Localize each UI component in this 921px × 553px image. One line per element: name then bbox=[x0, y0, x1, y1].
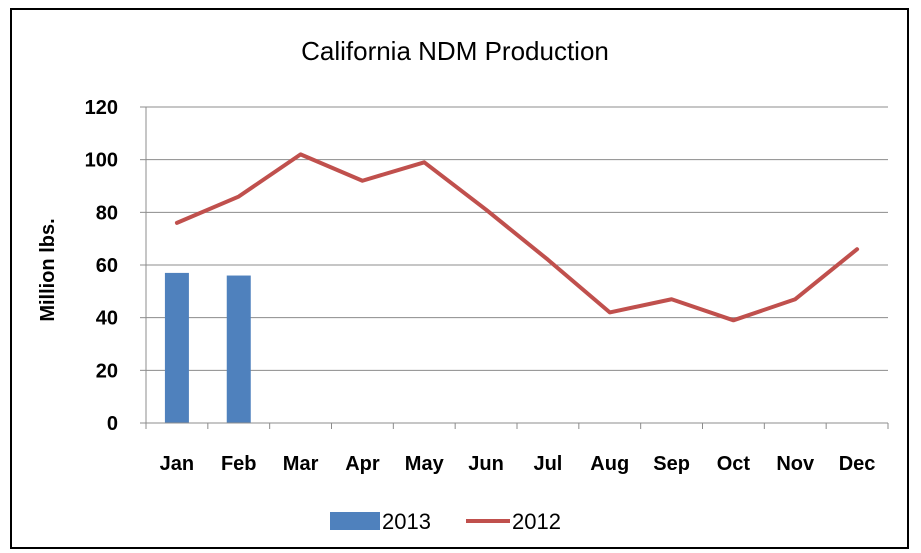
y-axis-label: Million lbs. bbox=[37, 218, 59, 321]
x-tick-label: May bbox=[405, 453, 445, 475]
legend-swatch-2013 bbox=[330, 512, 380, 530]
x-tick-label: Apr bbox=[345, 453, 380, 475]
y-tick-label: 60 bbox=[96, 255, 118, 277]
x-tick-label: Nov bbox=[776, 453, 815, 475]
y-tick-label: 100 bbox=[85, 150, 118, 172]
line-series bbox=[174, 152, 860, 323]
x-tick-label: Jul bbox=[533, 453, 562, 475]
chart-title: California NDM Production bbox=[301, 36, 609, 66]
axes bbox=[140, 106, 889, 429]
x-tick-label: Jan bbox=[160, 453, 194, 475]
bar-2013 bbox=[164, 272, 189, 423]
gridlines bbox=[146, 106, 888, 371]
y-tick-label: 120 bbox=[85, 97, 118, 119]
x-tick-label: Mar bbox=[283, 453, 319, 475]
chart-frame bbox=[10, 8, 909, 549]
y-tick-label: 40 bbox=[96, 308, 118, 330]
legend: 2013 2012 bbox=[330, 509, 561, 534]
y-tick-label: 20 bbox=[96, 360, 118, 382]
x-tick-label: Jun bbox=[468, 453, 504, 475]
y-tick-label: 80 bbox=[96, 202, 118, 224]
line-2012 bbox=[174, 152, 860, 323]
legend-label-2013: 2013 bbox=[382, 509, 431, 534]
x-tick-label: Sep bbox=[653, 453, 690, 475]
bar-2013 bbox=[226, 275, 251, 423]
legend-label-2012: 2012 bbox=[512, 509, 561, 534]
x-tick-label: Feb bbox=[221, 453, 257, 475]
y-tick-label: 0 bbox=[107, 413, 118, 435]
tick-labels: 0 20 40 60 80 100 120 Jan Feb Mar Apr May Jun Jul Aug S… bbox=[85, 97, 876, 475]
bar-series bbox=[164, 272, 251, 423]
x-tick-label: Aug bbox=[590, 453, 629, 475]
x-tick-label: Dec bbox=[839, 453, 876, 475]
x-tick-label: Oct bbox=[717, 453, 751, 475]
